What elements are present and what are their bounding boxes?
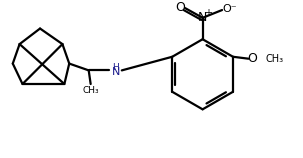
Text: N: N (198, 11, 207, 24)
Text: H: H (113, 63, 119, 72)
Text: O: O (175, 1, 185, 14)
Text: CH₃: CH₃ (265, 54, 283, 64)
Text: CH₃: CH₃ (82, 86, 99, 95)
Text: N: N (112, 67, 120, 77)
Text: O⁻: O⁻ (222, 4, 237, 14)
Text: O: O (248, 52, 257, 65)
Text: +: + (205, 8, 212, 18)
